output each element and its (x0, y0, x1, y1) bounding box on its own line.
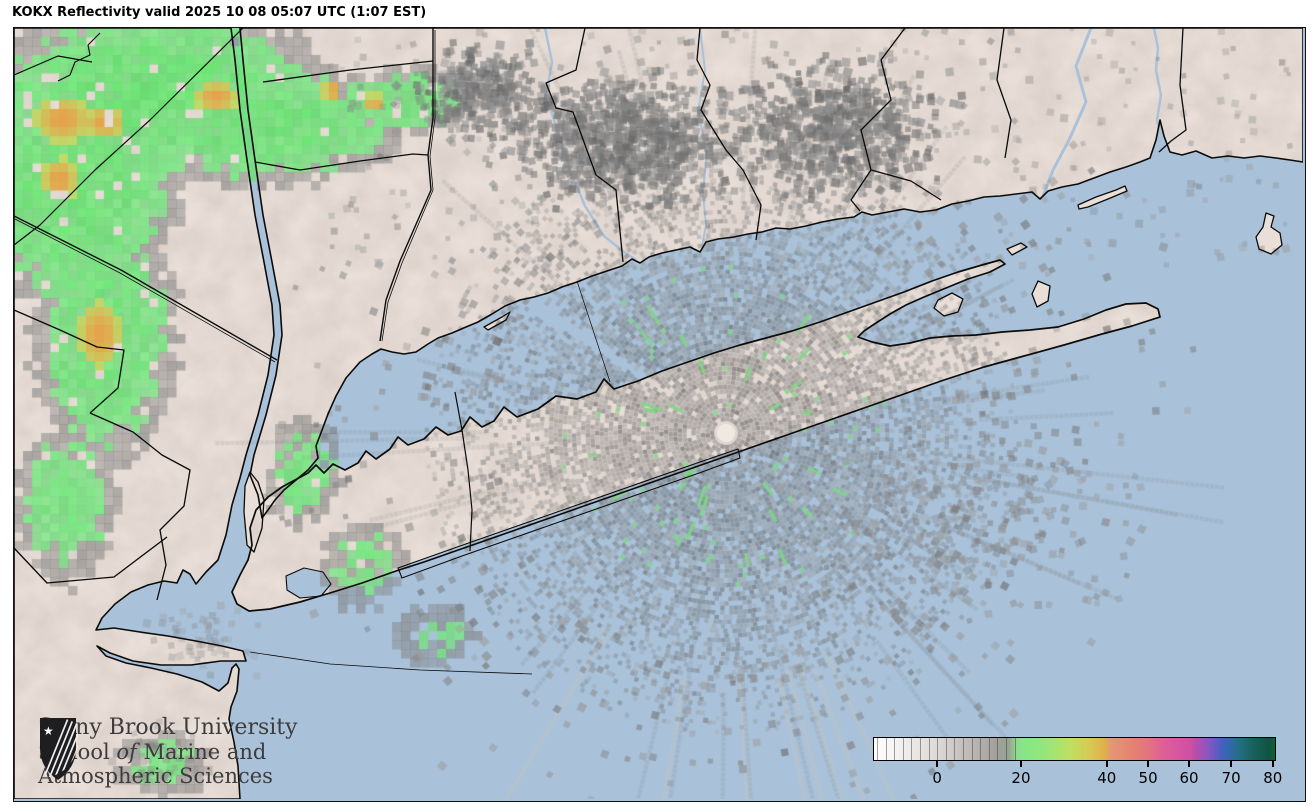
boundary-line (14, 28, 244, 246)
colorbar-segment-line (963, 738, 964, 760)
coastline-southshore-bays (397, 448, 741, 579)
colorbar-tick-label: 0 (932, 769, 942, 787)
boundary-line (249, 651, 533, 675)
shield-star-icon: ★ (43, 724, 54, 738)
coastline-newjersey (14, 28, 275, 799)
colorbar-tick (1271, 761, 1274, 767)
colorbar-tick (936, 761, 939, 767)
boundary-line (870, 169, 942, 201)
boundary-line (576, 280, 611, 383)
colorbar-segment-line (945, 738, 947, 760)
boundary-line (545, 28, 624, 263)
coastline-mainland (239, 28, 1303, 519)
logo-line-3: Atmospheric Sciences (38, 764, 273, 788)
colorbar-segment-line (997, 738, 999, 760)
boundary-line (14, 536, 168, 584)
colorbar-tick-label: 40 (1097, 769, 1117, 787)
sbu-shield-icon: ★ (39, 716, 78, 782)
coastline-gardiners (1031, 280, 1051, 308)
colorbar-tick (1147, 761, 1150, 767)
map-title: KOKX Reflectivity valid 2025 10 08 05:07… (12, 5, 427, 20)
boundary-line (89, 412, 191, 601)
coastline-fishers (1077, 185, 1128, 210)
colorbar-labels: 0 20 40 50 60 70 80 (873, 768, 1282, 787)
colorbar-gradient (873, 737, 1276, 761)
coastline-norwalk (483, 311, 511, 331)
colorbar-tick (1105, 761, 1108, 767)
boundaries-layer (14, 28, 1303, 799)
colorbar-segment-line (971, 738, 973, 760)
colorbar-tick (1019, 761, 1022, 767)
stony-brook-logo: ★ Stony Brook University School of Marin… (38, 715, 298, 789)
boundary-line (14, 55, 93, 76)
colorbar-tick-label: 80 (1263, 769, 1283, 787)
boundary-line (379, 28, 434, 342)
coastline-shelter (933, 292, 964, 317)
colorbar-tick (1187, 761, 1190, 767)
colorbar-tick-label: 20 (1011, 769, 1031, 787)
logo-line-1: Stony Brook University (38, 715, 298, 740)
coastline-jamaica-bay (285, 567, 332, 599)
colorbar-segment-line (877, 738, 878, 760)
colorbar-segment-line (885, 738, 887, 760)
boundary-line (14, 218, 276, 363)
colorbar-segment-line (928, 738, 930, 760)
reflectivity-colorbar: 0 20 40 50 60 70 80 (873, 737, 1282, 789)
colorbar-tick-label: 70 (1221, 769, 1241, 787)
boundary-line (254, 153, 429, 171)
colorbar-segment-line (954, 738, 956, 760)
colorbar-segment-line (902, 738, 904, 760)
boundary-line (14, 215, 278, 361)
coastline-manhattan (243, 471, 265, 553)
boundary-line (996, 28, 1012, 159)
colorbar-segment-line (1006, 738, 1007, 760)
colorbar-tick (1230, 761, 1233, 767)
colorbar-segment-line (1014, 738, 1016, 760)
boundary-line (696, 28, 762, 241)
boundary-line (57, 32, 101, 82)
boundary-line (850, 28, 906, 212)
radar-echo-layer (14, 28, 1303, 799)
colorbar-segment-line (988, 738, 990, 760)
boundary-line (1158, 28, 1187, 153)
coastline-longisland (231, 259, 1161, 612)
boundary-line (262, 60, 434, 83)
colorbar-tick-label: 50 (1138, 769, 1158, 787)
colorbar-segment-line (894, 738, 896, 760)
radar-site-marker (717, 424, 735, 442)
colorbar-segment-line (911, 738, 913, 760)
colorbar-segment-line (980, 738, 982, 760)
radar-map: 0 20 40 50 60 70 80 ★ Stony Brook University S… (13, 27, 1306, 802)
coastline-block (1255, 212, 1283, 255)
coastline-plum (1006, 242, 1028, 256)
colorbar-ticks (873, 761, 1274, 768)
boundary-line (14, 309, 125, 414)
boundary-line (381, 30, 436, 342)
colorbar-segment-line (937, 738, 939, 760)
colorbar-tick-label: 60 (1179, 769, 1199, 787)
colorbar-segment-line (920, 738, 921, 760)
boundary-line (454, 391, 473, 552)
